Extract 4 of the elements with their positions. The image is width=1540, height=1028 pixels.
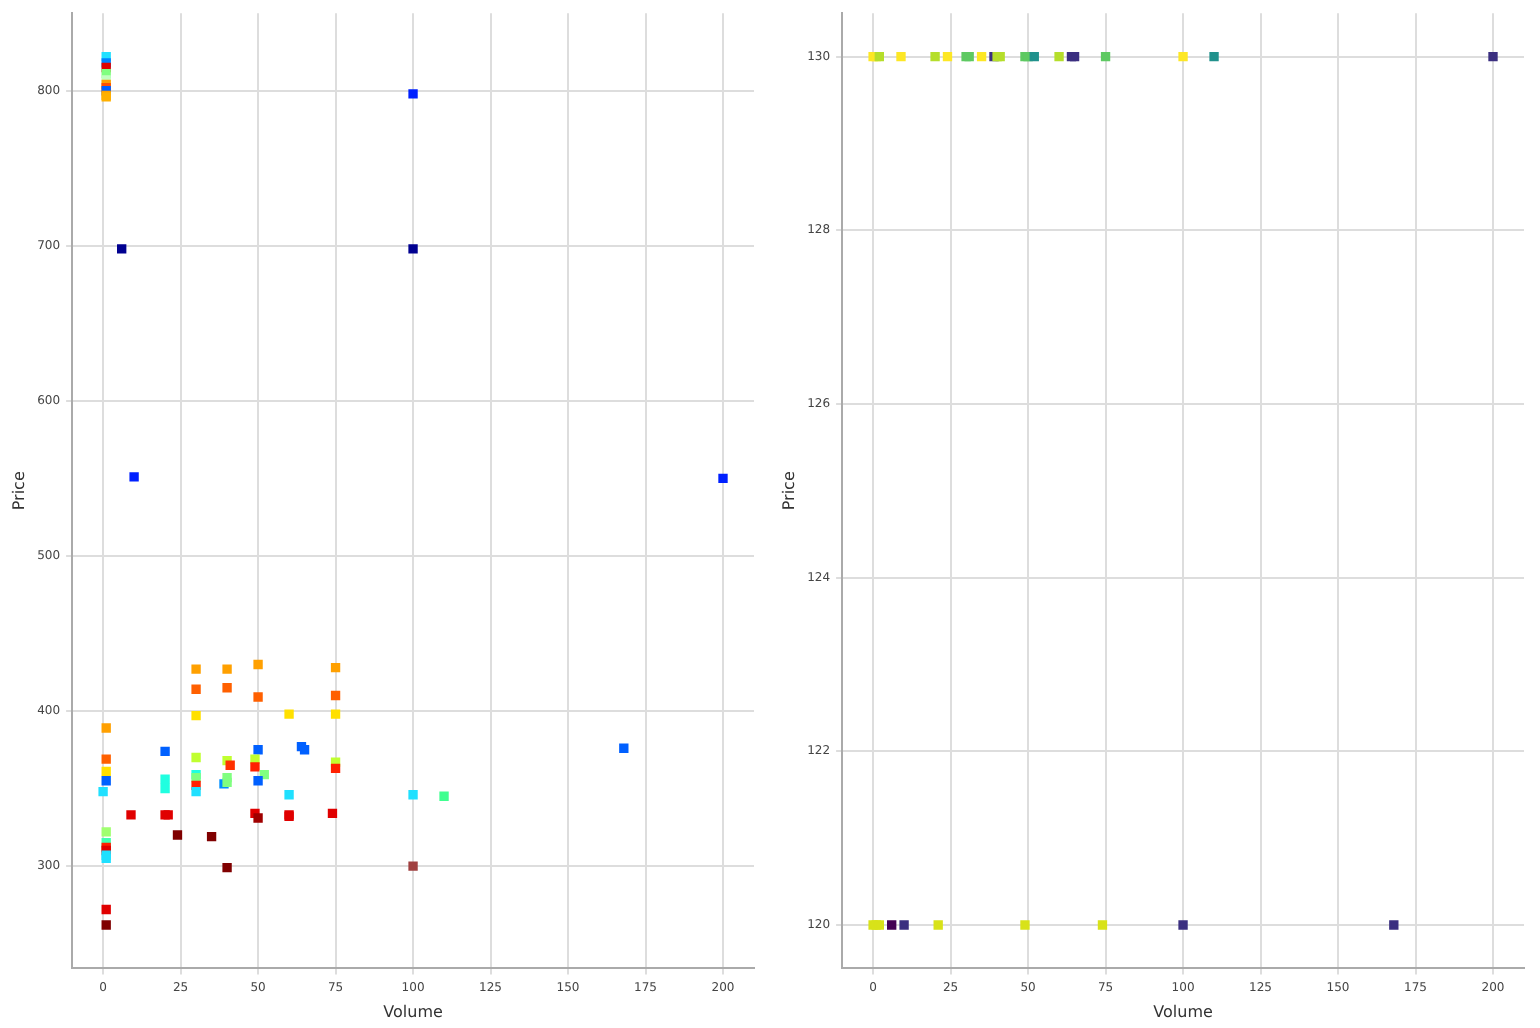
x-axis-title: Volume <box>1153 1002 1213 1021</box>
y-axis-title: Price <box>779 471 798 511</box>
x-axis-title: Volume <box>383 1002 443 1021</box>
y-axis-title: Price <box>9 471 28 511</box>
